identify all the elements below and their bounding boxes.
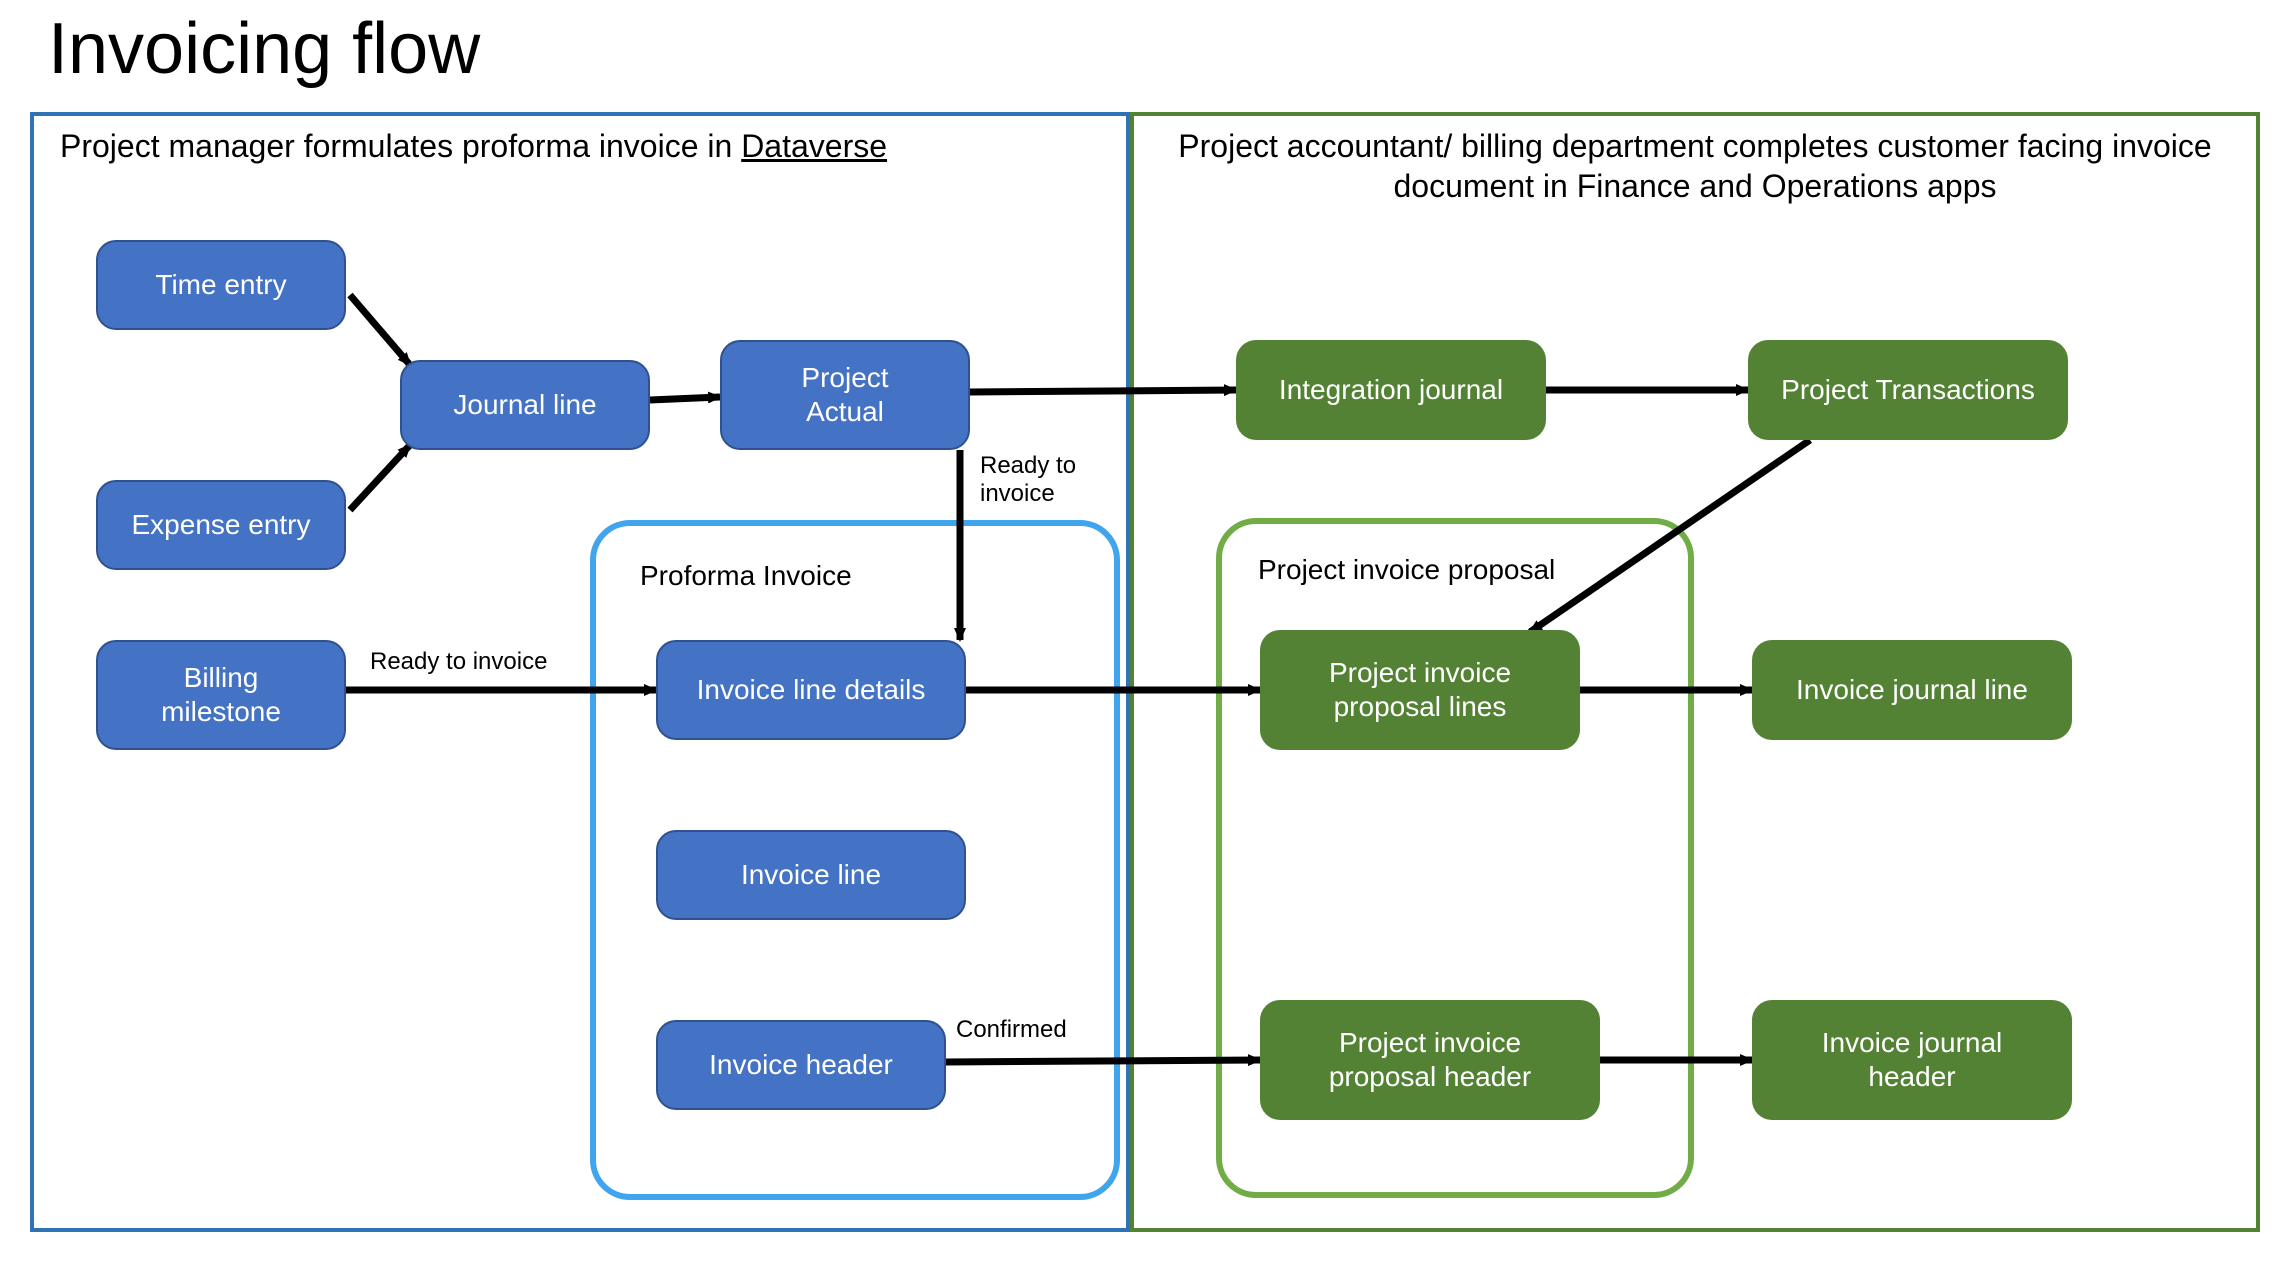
diagram-title: Invoicing flow [48,8,480,90]
edge-label-actual-to-details: Ready to invoice [980,452,1076,508]
node-invoice-line-details: Invoice line details [656,640,966,740]
edge-label-header-confirmed: Confirmed [956,1016,1067,1044]
node-invoice-journal-line: Invoice journal line [1752,640,2072,740]
node-proposal-header: Project invoice proposal header [1260,1000,1600,1120]
node-integration-journal: Integration journal [1236,340,1546,440]
node-journal-line: Journal line [400,360,650,450]
node-invoice-header: Invoice header [656,1020,946,1110]
left-panel-label-underlined: Dataverse [741,128,887,164]
node-project-transactions: Project Transactions [1748,340,2068,440]
edge-label-milestone-to-details: Ready to invoice [370,648,547,676]
node-time-entry: Time entry [96,240,346,330]
node-proposal-lines: Project invoice proposal lines [1260,630,1580,750]
right-panel-label: Project accountant/ billing department c… [1160,126,2230,206]
node-invoice-line: Invoice line [656,830,966,920]
node-expense-entry: Expense entry [96,480,346,570]
node-billing-milestone: Billing milestone [96,640,346,750]
left-panel-label: Project manager formulates proforma invo… [60,126,1100,166]
node-invoice-journal-header: Invoice journal header [1752,1000,2072,1120]
node-project-actual: Project Actual [720,340,970,450]
proposal-subframe-label: Project invoice proposal [1258,554,1555,586]
proforma-subframe-label: Proforma Invoice [640,560,852,592]
left-panel-label-prefix: Project manager formulates proforma invo… [60,128,741,164]
